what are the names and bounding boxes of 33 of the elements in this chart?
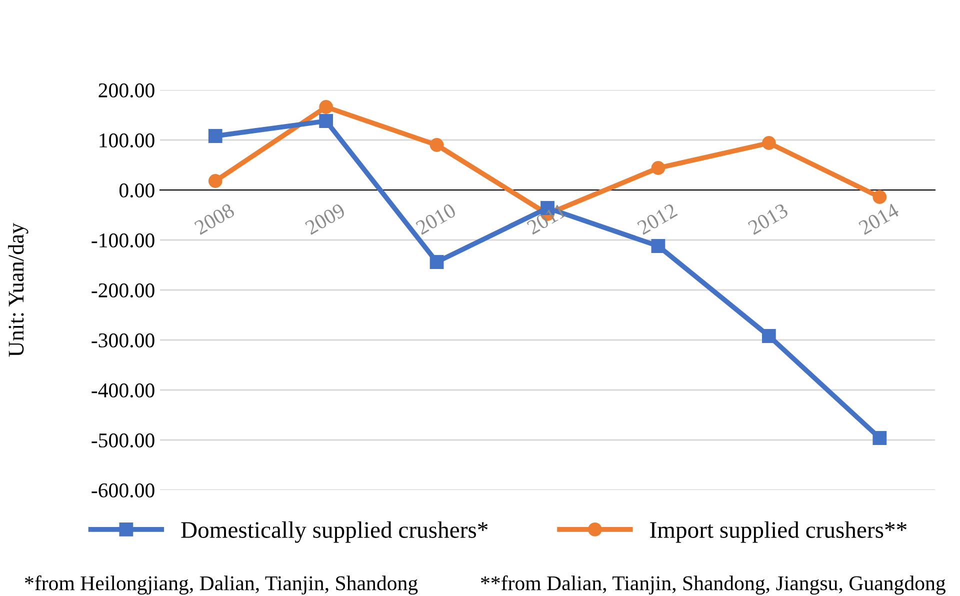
y-tick-label: -400.00 [92,383,154,398]
x-tick-label: 2011 [526,203,567,235]
y-tick-label: -200.00 [92,283,154,298]
x-tick-label: 2008 [194,202,236,236]
x-tick-label: 2009 [304,202,346,236]
y-tick-label: -500.00 [92,433,154,448]
point [762,136,776,150]
point [872,190,887,204]
point [651,161,666,175]
point [208,129,222,143]
x-tick-label: 2010 [415,202,457,236]
point [762,329,776,343]
point [872,431,887,445]
y-tick-label: 100.00 [100,133,154,148]
y-tick-label: 200.00 [98,83,154,98]
point [208,174,222,188]
y-tick-label: -100.00 [92,233,154,248]
y-axis-title: Unit: Yuan/day [8,222,28,357]
text: **from Dalian, Tianjin, Shandong, Jiangsu, Guangdong [481,575,946,595]
point [430,255,444,269]
y-tick-label: 0.00 [119,183,154,198]
legend-label: Import supplied crushers** [650,521,906,543]
point [651,239,666,253]
point [430,138,444,152]
point [319,100,334,114]
y-tick-label: -600.00 [92,483,154,498]
x-tick-label: 2013 [747,202,789,236]
x-tick-label: 2014 [858,202,900,236]
point [319,114,334,128]
text: *from Heilongjiang, Dalian, Tianjin, Shandong [25,575,418,595]
legend-label: Domestically supplied crushers* [181,521,488,543]
x-tick-label: 2012 [636,203,678,236]
y-tick-label: -300.00 [92,333,154,348]
